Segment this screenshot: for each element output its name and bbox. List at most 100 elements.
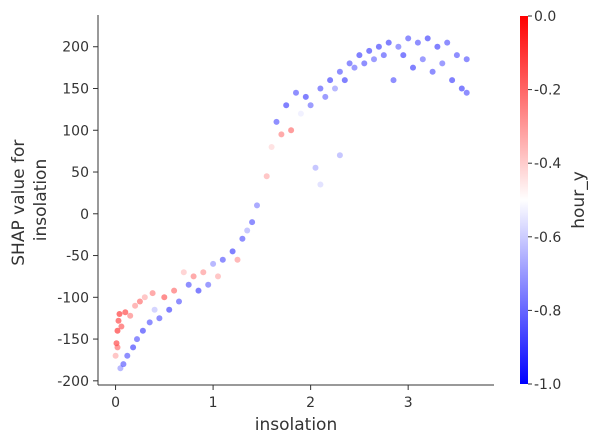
scatter-point-43 (263, 173, 270, 180)
colorbar-tick-label-4: -0.8 (534, 303, 561, 319)
scatter-point-10 (124, 352, 131, 359)
scatter-point-3 (115, 317, 122, 324)
scatter-point-46 (278, 131, 285, 138)
y-tick-label-6: 100 (62, 123, 89, 139)
scatter-point-13 (132, 302, 139, 309)
scatter-point-25 (176, 298, 182, 305)
scatter-point-81 (439, 60, 446, 67)
scatter-point-27 (185, 281, 192, 288)
scatter-point-82 (444, 39, 451, 46)
colorbar-tick-label-2: -0.4 (534, 156, 561, 172)
scatter-point-0 (112, 352, 119, 359)
scatter-point-6 (117, 365, 124, 372)
y-axis-title-line-1: SHAP value for (9, 140, 29, 266)
scatter-points (112, 35, 470, 372)
y-tick-label-5: 50 (71, 165, 89, 181)
colorbar-tick-label-3: -0.6 (534, 230, 561, 246)
scatter-point-66 (366, 47, 373, 54)
scatter-point-9 (122, 309, 129, 316)
colorbar-ticks: 0.0 -0.2 -0.4 -0.6 -0.8 -1.0 (528, 9, 561, 393)
scatter-point-21 (156, 315, 163, 322)
scatter-point-47 (283, 102, 290, 109)
scatter-point-29 (195, 287, 202, 294)
scatter-point-61 (341, 77, 348, 84)
colorbar-tick-label-1: -0.2 (534, 83, 561, 99)
scatter-point-55 (317, 181, 324, 188)
y-axis-ticks: -200 -150 -100 -50 0 50 100 150 200 (57, 40, 98, 390)
colorbar-tick-label-0: 0.0 (534, 9, 556, 25)
y-tick-label-7: 150 (62, 81, 89, 97)
scatter-point-87 (463, 89, 470, 96)
y-tick-label-4: 0 (80, 207, 89, 223)
scatter-point-73 (400, 52, 407, 59)
colorbar-label: hour_y (569, 171, 589, 229)
scatter-point-34 (219, 256, 226, 263)
scatter-point-60 (336, 152, 343, 159)
scatter-point-4 (114, 344, 121, 351)
colorbar: 0.0 -0.2 -0.4 -0.6 -0.8 -1.0 hour_y (520, 9, 589, 393)
scatter-point-37 (234, 256, 241, 263)
scatter-point-38 (239, 235, 246, 242)
scatter-point-50 (297, 110, 304, 117)
scatter-point-69 (380, 52, 387, 59)
scatter-point-5 (116, 311, 123, 317)
x-axis-ticks: 0 1 2 3 (111, 385, 413, 411)
scatter-point-20 (151, 306, 158, 313)
scatter-point-78 (424, 35, 431, 42)
scatter-point-71 (390, 77, 397, 84)
scatter-point-33 (215, 273, 221, 280)
x-axis-title: insolation (255, 415, 337, 435)
scatter-point-79 (429, 68, 436, 75)
scatter-point-84 (453, 52, 460, 59)
scatter-point-28 (190, 273, 197, 280)
scatter-point-32 (210, 260, 217, 267)
colorbar-gradient (520, 16, 528, 384)
scatter-point-16 (139, 327, 146, 334)
scatter-point-75 (410, 64, 416, 71)
scatter-point-36 (229, 248, 236, 255)
y-tick-label-0: -200 (57, 374, 89, 390)
scatter-point-41 (254, 202, 260, 209)
scatter-point-68 (375, 43, 382, 50)
scatter-point-48 (288, 127, 295, 134)
scatter-point-86 (463, 56, 470, 63)
scatter-point-67 (371, 56, 377, 63)
scatter-point-14 (134, 336, 140, 343)
scatter-point-65 (361, 60, 368, 67)
scatter-point-63 (351, 64, 358, 71)
scatter-point-64 (356, 52, 363, 59)
scatter-point-80 (434, 43, 441, 50)
scatter-point-18 (146, 319, 153, 326)
y-tick-label-8: 200 (62, 40, 89, 56)
scatter-point-23 (166, 306, 173, 313)
scatter-point-17 (141, 294, 148, 301)
y-tick-label-3: -50 (66, 249, 89, 265)
scatter-point-57 (327, 77, 334, 84)
scatter-point-72 (395, 43, 402, 50)
y-tick-label-2: -100 (57, 290, 89, 306)
scatter-point-44 (268, 144, 275, 150)
scatter-point-49 (293, 89, 299, 96)
scatter-point-15 (136, 298, 143, 305)
scatter-point-19 (149, 290, 156, 297)
scatter-point-85 (458, 85, 465, 92)
scatter-point-30 (200, 269, 207, 276)
scatter-point-31 (205, 281, 212, 288)
y-axis-title: SHAP value for insolation (9, 134, 51, 265)
scatter-point-54 (317, 85, 324, 92)
scatter-point-24 (171, 287, 178, 294)
scatter-point-53 (312, 164, 319, 171)
scatter-point-58 (332, 85, 338, 92)
scatter-point-77 (419, 56, 426, 63)
scatter-point-70 (385, 39, 392, 46)
x-tick-label-3: 3 (404, 395, 413, 411)
scatter-point-7 (118, 323, 125, 330)
scatter-point-51 (302, 93, 309, 100)
scatter-point-40 (249, 219, 256, 226)
y-tick-label-1: -150 (57, 332, 89, 348)
scatter-point-59 (336, 68, 343, 75)
scatter-point-35 (224, 265, 231, 272)
scatter-point-22 (161, 294, 168, 301)
scatter-point-45 (273, 118, 280, 125)
